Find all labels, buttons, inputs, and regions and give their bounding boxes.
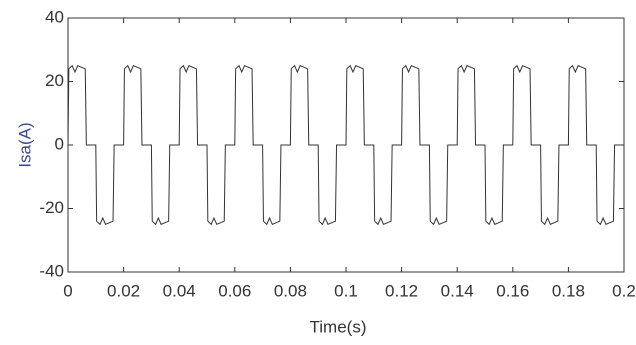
x-tick-label: 0.08 — [274, 281, 307, 300]
x-tick-label: 0.18 — [552, 281, 585, 300]
y-axis-label: Isa(A) — [15, 122, 34, 167]
y-tick-label: 0 — [55, 134, 64, 153]
y-tick-label: 20 — [45, 71, 64, 90]
x-tick-label: 0.1 — [334, 281, 358, 300]
x-tick-label: 0.16 — [496, 281, 529, 300]
x-tick-label: 0.12 — [385, 281, 418, 300]
x-axis-label: Time(s) — [310, 317, 367, 336]
data-line — [67, 64, 624, 226]
y-tick-label: -20 — [39, 198, 64, 217]
x-tick-label: 0.02 — [107, 281, 140, 300]
y-tick-label: 40 — [45, 7, 64, 26]
x-tick-label: 0.14 — [441, 281, 474, 300]
x-tick-label: 0 — [63, 281, 72, 300]
y-tick-label: -40 — [39, 261, 64, 280]
x-tick-label: 0.06 — [218, 281, 251, 300]
x-tick-label: 0.04 — [163, 281, 196, 300]
x-tick-label: 0.2 — [612, 281, 636, 300]
